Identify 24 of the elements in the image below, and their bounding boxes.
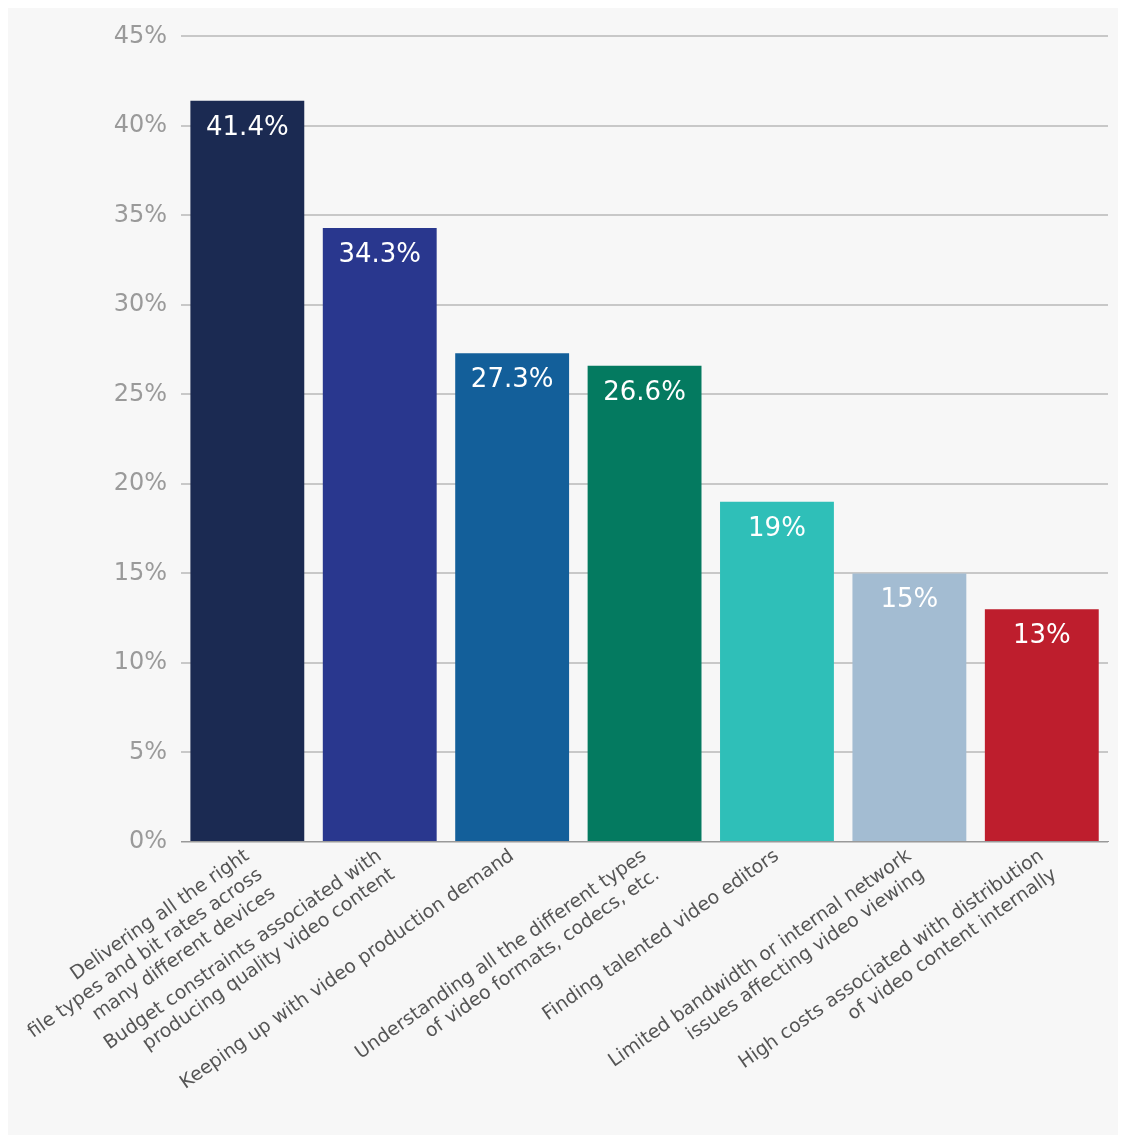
bar: [587, 365, 702, 841]
y-tick-label: 25%: [113, 378, 168, 407]
bar: [720, 501, 834, 841]
data-label: 26.6%: [603, 375, 686, 406]
y-tick-label: 0%: [129, 826, 168, 855]
y-tick-label: 45%: [113, 20, 168, 49]
y-tick-label: 35%: [113, 199, 168, 228]
data-label: 27.3%: [470, 362, 554, 393]
data-label: 34.3%: [338, 237, 422, 268]
bar: [984, 609, 1099, 841]
data-label: 19%: [748, 511, 806, 542]
data-label: 13%: [1012, 618, 1071, 649]
data-label: 15%: [880, 583, 939, 614]
y-tick-label: 15%: [113, 557, 168, 586]
y-tick-label: 40%: [113, 110, 168, 139]
bar: [190, 100, 305, 841]
y-tick-label: 5%: [129, 736, 168, 765]
y-tick-label: 30%: [113, 289, 168, 318]
data-label: 41.4%: [206, 110, 289, 141]
y-tick-label: 10%: [113, 647, 168, 676]
bar: [852, 573, 967, 841]
bar: [322, 227, 437, 841]
bar: [455, 353, 570, 841]
y-tick-label: 20%: [113, 468, 168, 497]
